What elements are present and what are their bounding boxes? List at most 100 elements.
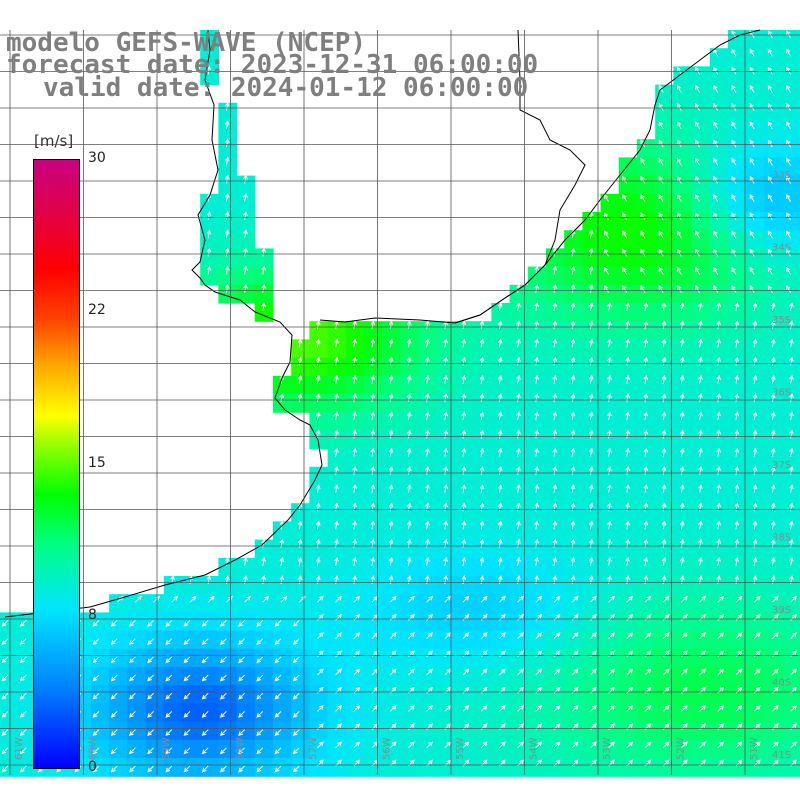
wind-cell <box>673 321 693 340</box>
wind-cell <box>309 394 329 413</box>
wind-cell <box>327 594 347 613</box>
wind-arrow <box>128 674 136 682</box>
wind-arrow <box>135 595 142 603</box>
wind-cell <box>782 630 800 650</box>
wind-cell <box>364 630 383 650</box>
wind-arrow <box>408 704 415 712</box>
wind-cell <box>509 375 529 395</box>
wind-arrow <box>110 638 118 646</box>
wind-cell <box>345 758 365 777</box>
wind-arrow <box>789 320 794 330</box>
wind-cell <box>618 539 638 559</box>
wind-arrow <box>588 447 594 457</box>
wind-cell <box>564 375 583 395</box>
wind-cell <box>18 667 37 686</box>
wind-cell <box>473 521 492 541</box>
wind-cell <box>655 758 674 777</box>
wind-cell <box>473 539 492 559</box>
wind-cell <box>691 430 711 450</box>
wind-arrow <box>516 320 521 330</box>
wind-arrow <box>588 484 594 494</box>
wind-arrow <box>256 656 264 664</box>
wind-arrow <box>731 139 737 148</box>
wind-cell <box>364 648 383 668</box>
wind-cell <box>691 685 711 704</box>
wind-cell <box>345 430 365 450</box>
wind-arrow <box>786 139 792 148</box>
wind-cell <box>746 739 765 759</box>
wind-arrow <box>553 668 561 676</box>
wind-cell <box>327 412 347 431</box>
wind-cell <box>345 485 365 504</box>
wind-cell <box>273 758 292 777</box>
wind-arrow <box>713 102 719 112</box>
wind-cell <box>673 248 693 268</box>
wind-arrow <box>499 704 506 712</box>
wind-cell <box>728 685 747 704</box>
wind-cell <box>527 485 547 504</box>
wind-arrow <box>224 101 230 111</box>
wind-arrow <box>165 620 173 627</box>
wind-arrow <box>716 447 721 457</box>
wind-cell <box>200 758 219 777</box>
wind-cell <box>18 630 37 650</box>
wind-arrow <box>497 393 503 403</box>
wind-arrow <box>534 465 539 475</box>
wind-arrow <box>644 632 652 639</box>
wind-cell <box>746 394 765 413</box>
wind-cell <box>691 594 711 613</box>
wind-arrow <box>388 484 394 494</box>
wind-cell <box>345 539 365 559</box>
wind-cell <box>291 758 310 777</box>
wind-arrow <box>752 393 758 403</box>
model-title: modelo GEFS-WAVE (NCEP) <box>6 28 367 58</box>
wind-arrow <box>749 84 755 93</box>
wind-arrow <box>699 704 707 712</box>
wind-cell <box>127 758 147 777</box>
wind-cell <box>691 121 711 140</box>
wind-arrow <box>516 338 521 348</box>
wind-cell <box>546 412 565 431</box>
wind-cell <box>728 193 747 213</box>
wind-cell <box>254 648 274 668</box>
wind-arrow <box>462 704 470 712</box>
wind-cell <box>691 758 711 777</box>
wind-cell <box>364 430 383 450</box>
lat-label: 37S <box>772 460 791 471</box>
wind-cell <box>382 375 401 395</box>
wind-cell <box>527 594 547 613</box>
wind-arrow <box>443 447 448 457</box>
wind-cell <box>473 448 492 468</box>
wind-cell <box>709 121 729 140</box>
wind-arrow <box>461 374 467 384</box>
wind-arrow <box>256 711 264 718</box>
wind-arrow <box>552 447 558 457</box>
wind-arrow <box>183 729 191 737</box>
wind-arrow <box>479 411 485 421</box>
wind-cell <box>655 357 674 377</box>
wind-cell <box>746 412 765 431</box>
wind-arrow <box>19 656 27 664</box>
wind-cell <box>746 557 765 577</box>
wind-arrow <box>607 393 612 403</box>
wind-arrow <box>607 447 612 457</box>
wind-arrow <box>553 704 561 712</box>
wind-arrow <box>443 556 448 566</box>
wind-cell <box>673 66 693 86</box>
wind-arrow <box>19 747 27 755</box>
wind-cell <box>400 539 420 559</box>
wind-cell <box>728 66 747 86</box>
wind-arrow <box>206 229 212 239</box>
wind-cell <box>746 48 765 67</box>
wind-cell <box>364 594 383 613</box>
wind-arrow <box>626 741 634 749</box>
wind-arrow <box>608 595 616 603</box>
wind-arrow <box>731 212 737 221</box>
wind-arrow <box>570 247 576 257</box>
wind-cell <box>364 667 383 686</box>
wind-arrow <box>516 302 521 312</box>
wind-arrow <box>626 595 634 603</box>
wind-cell <box>782 193 800 213</box>
wind-cell <box>782 48 800 67</box>
wind-cell <box>673 230 693 249</box>
